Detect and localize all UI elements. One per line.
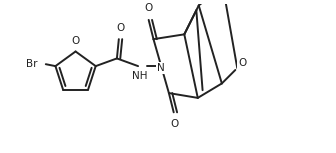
Text: O: O — [171, 119, 179, 129]
Text: NH: NH — [132, 71, 148, 81]
Text: O: O — [116, 23, 124, 33]
Text: O: O — [238, 58, 246, 68]
Text: N: N — [157, 63, 165, 73]
Text: O: O — [72, 36, 80, 46]
Text: Br: Br — [26, 59, 37, 69]
Text: O: O — [144, 3, 153, 13]
